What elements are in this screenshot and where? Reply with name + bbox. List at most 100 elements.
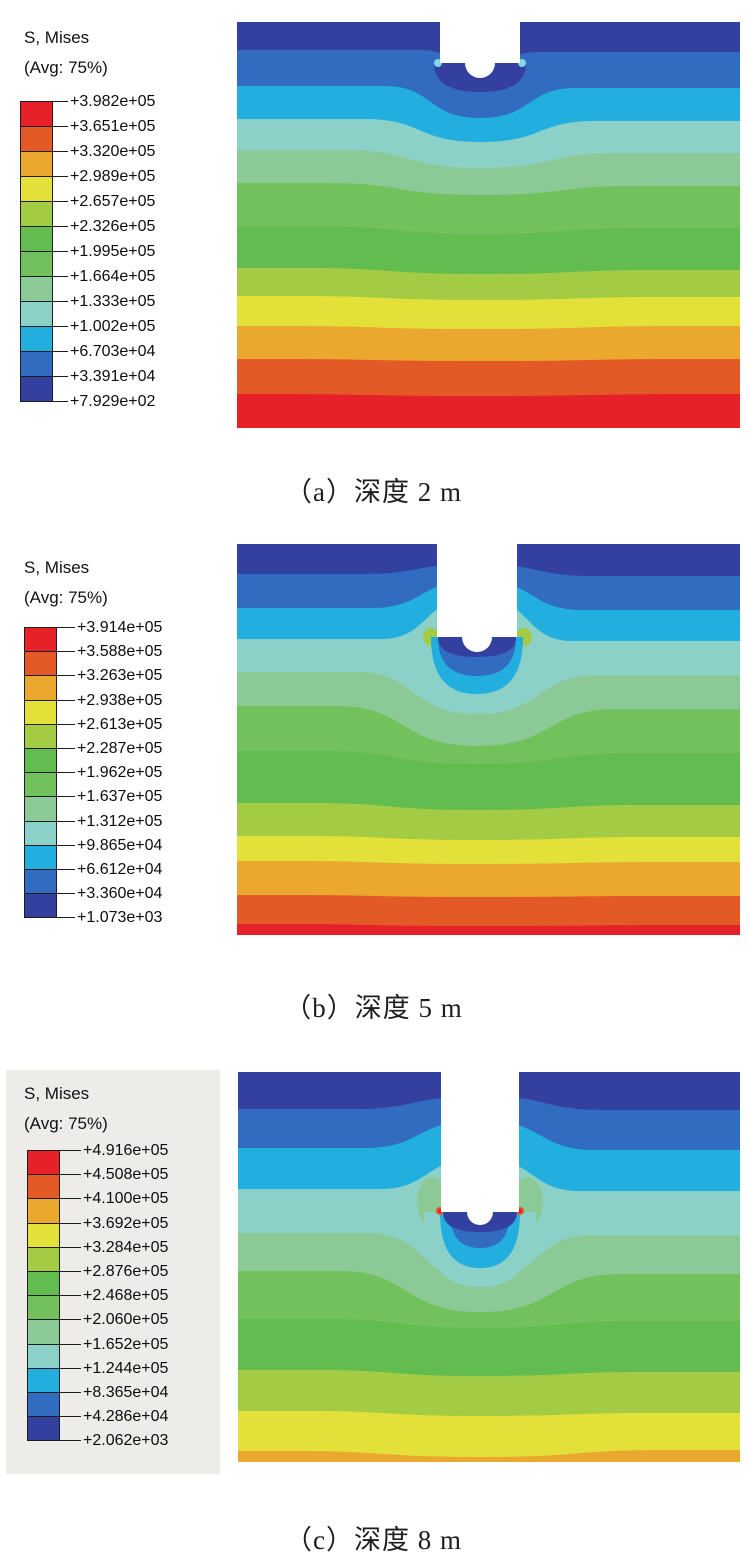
legend-value: +7.929e+02	[70, 393, 156, 410]
legend-value: +1.002e+05	[70, 318, 156, 335]
caption-b: （b）深度 5 m	[284, 993, 463, 1023]
legend-tick	[60, 1392, 81, 1393]
legend-title: S, Mises	[24, 28, 90, 47]
legend-value: +3.360e+04	[77, 885, 163, 903]
legend-value: +8.365e+04	[83, 1384, 169, 1401]
legend-value: +2.876e+05	[83, 1263, 169, 1280]
legend-tick	[57, 869, 75, 870]
legend-tick	[60, 1198, 81, 1200]
legend-title: S, Mises	[24, 558, 90, 577]
legend-value: +2.060e+05	[83, 1311, 169, 1329]
legend-swatch	[27, 1198, 60, 1224]
excavation-shaft	[440, 22, 520, 63]
legend-value: +3.588e+05	[77, 643, 163, 661]
legend-value: +3.391e+04	[70, 368, 156, 385]
legend-value: +1.312e+05	[77, 812, 163, 830]
legend-swatch	[27, 1319, 60, 1345]
legend-value: +2.326e+05	[70, 218, 156, 235]
legend-swatch	[24, 869, 57, 895]
legend-title: S, Mises	[24, 1084, 90, 1103]
stress-legend-a: S, Mises (Avg: 75%) +3.982e+05 +3.651e+05…	[14, 28, 220, 418]
legend-swatch	[24, 893, 57, 919]
legend-value: +1.637e+05	[77, 788, 163, 806]
legend-value: +3.914e+05	[77, 619, 163, 636]
legend-swatch	[24, 748, 57, 774]
legend-value: +6.703e+04	[70, 343, 156, 360]
legend-swatch	[24, 627, 57, 653]
legend-value: +2.989e+05	[70, 168, 156, 185]
legend-swatch	[24, 651, 57, 677]
legend-tick	[57, 844, 75, 846]
legend-tick	[60, 1416, 81, 1418]
legend-tick	[57, 796, 75, 798]
legend-swatch	[24, 772, 57, 798]
legend-tick	[57, 748, 75, 749]
legend-tick	[57, 627, 75, 628]
legend-tick	[57, 675, 75, 677]
legend-value: +2.938e+05	[77, 691, 163, 709]
legend-value: +1.664e+05	[70, 268, 156, 285]
legend-tick	[57, 772, 75, 774]
legend-value: +1.652e+05	[83, 1335, 169, 1353]
legend-swatch	[20, 226, 53, 252]
legend-value: +6.612e+04	[77, 861, 163, 878]
legend-tick	[53, 326, 68, 327]
legend-swatch	[20, 376, 53, 402]
legend-swatch	[20, 251, 53, 277]
legend-swatch	[27, 1174, 60, 1200]
stress-legend-b: S, Mises (Avg: 75%) +3.914e+05 +3.588e+05…	[18, 558, 224, 940]
legend-value: +3.320e+05	[70, 143, 156, 160]
legend-tick	[60, 1271, 81, 1272]
legend-value: +3.982e+05	[70, 93, 156, 110]
legend-swatch	[27, 1416, 60, 1442]
legend-swatch	[27, 1150, 60, 1176]
legend-tick	[53, 101, 68, 102]
legend-swatch	[27, 1271, 60, 1297]
legend-tick	[53, 176, 68, 177]
legend-swatch	[20, 301, 53, 327]
legend-value: +4.286e+04	[83, 1408, 169, 1426]
legend-tick	[60, 1440, 81, 1442]
contour-band	[238, 1450, 740, 1462]
legend-swatch	[27, 1295, 60, 1321]
legend-tick	[53, 201, 68, 202]
legend-tick	[57, 893, 75, 895]
legend-tick	[57, 917, 75, 919]
legend-swatch	[24, 699, 57, 725]
legend-tick	[53, 151, 68, 152]
legend-value: +4.508e+05	[83, 1166, 169, 1184]
legend-swatch	[20, 351, 53, 377]
legend-swatch	[20, 276, 53, 302]
legend-value: +3.651e+05	[70, 118, 156, 135]
legend-tick	[53, 301, 68, 302]
legend-value: +9.865e+04	[77, 836, 163, 854]
legend-swatch	[20, 326, 53, 352]
legend-tick	[53, 401, 68, 402]
legend-swatch	[24, 723, 57, 749]
legend-value: +2.287e+05	[77, 740, 163, 757]
legend-tick	[60, 1295, 81, 1297]
caption-a: （a）深度 2 m	[285, 477, 462, 507]
legend-value: +1.333e+05	[70, 293, 156, 310]
legend-value: +4.916e+05	[83, 1142, 169, 1159]
legend-value: +4.100e+05	[83, 1190, 169, 1208]
legend-value: +2.062e+03	[83, 1432, 169, 1450]
legend-value: +1.962e+05	[77, 764, 163, 782]
contour-band	[238, 1411, 740, 1462]
legend-tick	[60, 1343, 81, 1345]
legend-value: +3.284e+05	[83, 1238, 169, 1256]
legend-tick	[60, 1319, 81, 1321]
legend-tick	[57, 651, 75, 653]
caption-c: （c）深度 8 m	[285, 1525, 462, 1555]
legend-tick	[60, 1174, 81, 1176]
legend-swatch	[20, 176, 53, 202]
legend-swatch	[27, 1222, 60, 1248]
legend-swatch	[24, 675, 57, 701]
legend-swatch	[20, 126, 53, 152]
legend-tick	[57, 723, 75, 725]
contour-plot-b	[237, 544, 740, 935]
legend-tick	[60, 1150, 81, 1151]
legend-subtitle: (Avg: 75%)	[24, 588, 108, 607]
legend-value: +2.613e+05	[77, 715, 163, 733]
